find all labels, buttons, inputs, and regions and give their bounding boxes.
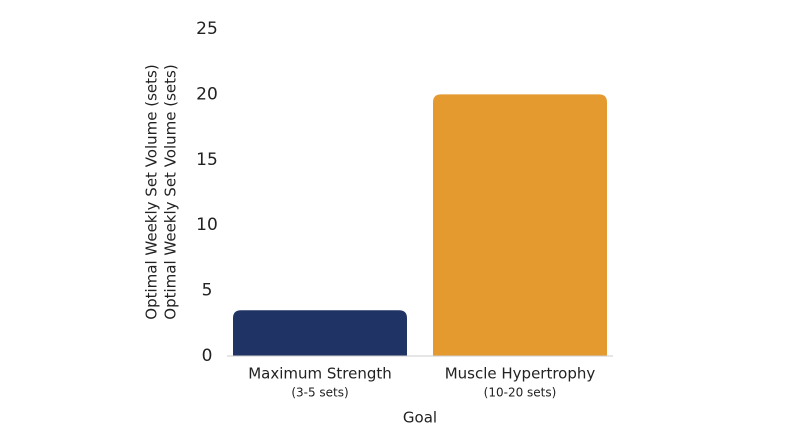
y-tick-label: 10 (196, 215, 218, 235)
x-tick-note: (3-5 sets) (291, 386, 348, 400)
x-tick-note: (10-20 sets) (484, 386, 557, 400)
y-tick-label: 5 (202, 281, 213, 301)
x-tick-label: Muscle Hypertrophy (445, 365, 596, 383)
bar (233, 310, 407, 356)
bar (433, 94, 607, 357)
y-tick-label: 15 (196, 150, 218, 170)
y-tick-label: 0 (202, 346, 213, 366)
y-axis-label: Optimal Weekly Set Volume (sets) (162, 64, 180, 319)
x-axis-label: Goal (403, 409, 437, 427)
y-tick-label: 25 (196, 19, 218, 39)
y-axis-label: Optimal Weekly Set Volume (sets) (143, 64, 161, 319)
x-tick-label: Maximum Strength (248, 365, 392, 383)
y-tick-label: 20 (196, 84, 218, 104)
